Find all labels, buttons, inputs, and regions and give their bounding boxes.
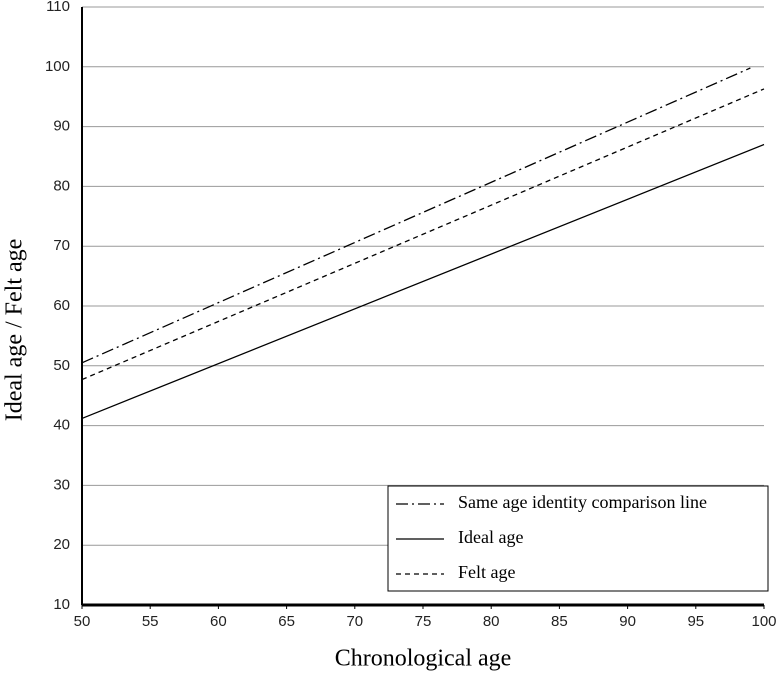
x-tick-label: 70 xyxy=(346,613,363,630)
x-tick-label: 85 xyxy=(551,613,568,630)
x-tick-label: 75 xyxy=(415,613,432,630)
y-tick-label: 50 xyxy=(53,357,70,374)
x-tick-label: 90 xyxy=(619,613,636,630)
y-tick-label: 10 xyxy=(53,596,70,613)
x-tick-label: 55 xyxy=(142,613,159,630)
y-tick-label: 80 xyxy=(53,177,70,194)
x-tick-label: 65 xyxy=(278,613,295,630)
x-tick-label: 100 xyxy=(751,613,776,630)
series-line xyxy=(81,67,751,364)
x-axis-title: Chronological age xyxy=(335,646,512,672)
series-line xyxy=(81,143,765,420)
legend-label: Ideal age xyxy=(458,527,523,547)
y-tick-label: 20 xyxy=(53,536,70,553)
x-tick-label: 80 xyxy=(483,613,500,630)
x-tick-label: 95 xyxy=(687,613,704,630)
y-tick-label: 70 xyxy=(53,237,70,254)
y-tick-label: 90 xyxy=(53,118,70,135)
y-tick-label: 60 xyxy=(53,297,70,314)
y-tick-label: 100 xyxy=(45,58,70,75)
y-tick-label: 110 xyxy=(46,0,70,15)
legend-box xyxy=(387,485,769,592)
x-tick-label: 60 xyxy=(210,613,227,630)
series-line xyxy=(81,88,765,381)
x-tick-label: 50 xyxy=(74,613,91,630)
y-axis-title: Ideal age / Felt age xyxy=(2,239,28,422)
legend-label: Same age identity comparison line xyxy=(458,492,707,512)
legend-label: Felt age xyxy=(458,562,515,582)
y-tick-label: 40 xyxy=(53,417,70,434)
y-tick-label: 30 xyxy=(53,476,70,493)
